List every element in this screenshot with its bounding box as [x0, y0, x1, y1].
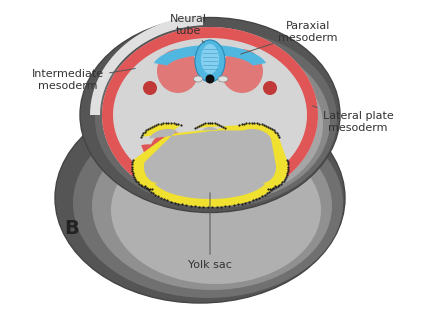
- Ellipse shape: [157, 49, 199, 93]
- Ellipse shape: [218, 76, 228, 82]
- Ellipse shape: [110, 41, 330, 203]
- Ellipse shape: [111, 136, 321, 284]
- Ellipse shape: [125, 51, 323, 199]
- Polygon shape: [90, 15, 203, 115]
- Polygon shape: [150, 132, 194, 165]
- Ellipse shape: [205, 74, 215, 83]
- Ellipse shape: [201, 44, 219, 74]
- Text: Neural
tube: Neural tube: [170, 14, 206, 43]
- Ellipse shape: [221, 49, 263, 93]
- Polygon shape: [154, 45, 266, 65]
- Ellipse shape: [80, 17, 340, 212]
- Polygon shape: [102, 27, 318, 203]
- Text: Paraxial
mesoderm: Paraxial mesoderm: [241, 21, 338, 54]
- Polygon shape: [230, 135, 270, 168]
- Polygon shape: [144, 127, 276, 199]
- Text: Intermediate
mesoderm: Intermediate mesoderm: [32, 69, 135, 91]
- Text: Lateral plate
mesoderm: Lateral plate mesoderm: [313, 106, 393, 133]
- Polygon shape: [141, 144, 170, 181]
- Polygon shape: [250, 144, 279, 181]
- Ellipse shape: [55, 93, 345, 303]
- Ellipse shape: [194, 76, 203, 82]
- Ellipse shape: [195, 40, 225, 82]
- Polygon shape: [102, 27, 318, 203]
- Ellipse shape: [73, 108, 343, 298]
- Ellipse shape: [95, 30, 337, 208]
- Text: B: B: [65, 219, 80, 237]
- Polygon shape: [132, 123, 288, 207]
- Ellipse shape: [92, 122, 332, 290]
- Ellipse shape: [143, 81, 157, 95]
- Text: Yolk sac: Yolk sac: [188, 193, 232, 270]
- Ellipse shape: [263, 81, 277, 95]
